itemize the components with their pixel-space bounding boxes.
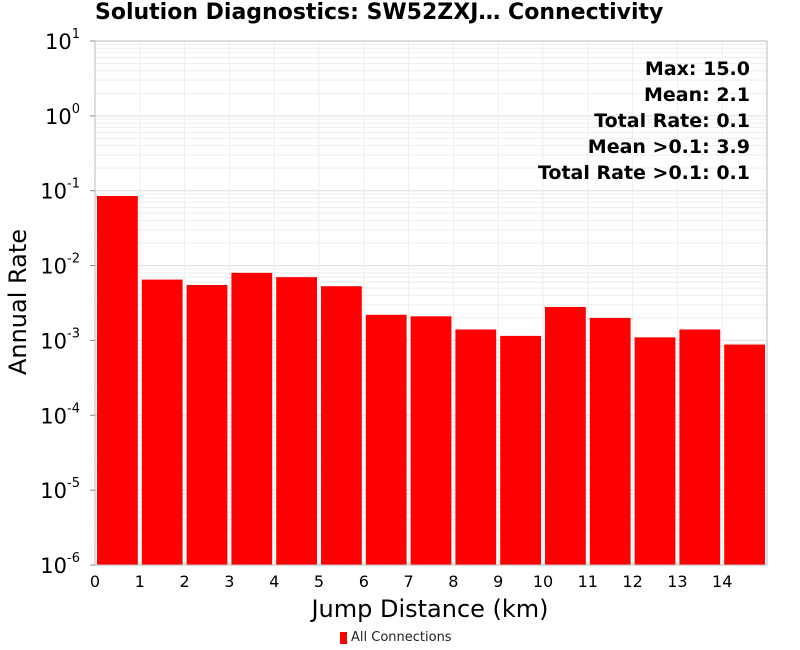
x-tick-label: 10 <box>533 572 553 591</box>
x-tick-label: 14 <box>712 572 732 591</box>
bar <box>276 277 317 565</box>
bar <box>679 329 721 565</box>
y-ticks: 101 100 10-1 10-2 10-3 10-4 10-5 10-6 <box>40 27 95 578</box>
stat-annotation: Total Rate: 0.1 <box>594 110 750 132</box>
bar <box>141 279 183 565</box>
x-tick-label: 9 <box>493 572 503 591</box>
bar <box>410 316 452 565</box>
x-tick-label: 5 <box>314 572 324 591</box>
bar <box>589 317 631 565</box>
x-tick-label: 3 <box>224 572 234 591</box>
x-tick-label: 6 <box>359 572 369 591</box>
legend: All Connections <box>340 630 452 645</box>
x-tick-label: 12 <box>622 572 642 591</box>
y-tick-label: 10-5 <box>40 476 80 503</box>
y-tick-label: 10-2 <box>40 252 80 279</box>
stat-annotation: Max: 15.0 <box>645 58 750 80</box>
x-tick-label: 13 <box>667 572 687 591</box>
bar <box>500 335 541 565</box>
bar <box>724 344 765 565</box>
bar <box>321 286 362 565</box>
bar <box>97 195 138 565</box>
y-tick-label: 10-1 <box>40 177 80 204</box>
y-tick-label: 10-3 <box>40 326 80 353</box>
bar <box>186 285 228 565</box>
bar <box>545 306 586 565</box>
x-tick-label: 4 <box>269 572 279 591</box>
stat-annotation: Mean: 2.1 <box>644 84 750 106</box>
bar <box>365 314 407 565</box>
x-tick-label: 1 <box>135 572 145 591</box>
annotations: Max: 15.0 Mean: 2.1 Total Rate: 0.1 Mean >0… <box>538 58 750 184</box>
plot-frame <box>94 40 768 566</box>
x-tick-label: 11 <box>578 572 598 591</box>
bars <box>97 195 765 565</box>
y-tick-label: 101 <box>45 27 80 54</box>
x-tick-label: 0 <box>90 572 100 591</box>
x-tick-label: 2 <box>180 572 190 591</box>
x-tick-label: 8 <box>448 572 458 591</box>
legend-swatch <box>340 631 347 644</box>
x-ticks: 0 1 2 3 4 5 6 7 8 9 10 11 12 13 14 <box>90 572 732 591</box>
y-tick-label: 100 <box>45 102 80 129</box>
y-tick-label: 10-4 <box>40 401 80 428</box>
y-axis-label: Annual Rate <box>4 229 32 375</box>
x-axis-label: Jump Distance (km) <box>309 595 548 623</box>
legend-label: All Connections <box>351 630 452 645</box>
stat-annotation: Mean >0.1: 3.9 <box>588 136 750 158</box>
y-tick-label: 10-6 <box>40 551 80 578</box>
stat-annotation: Total Rate >0.1: 0.1 <box>538 162 750 184</box>
bar <box>231 272 273 565</box>
chart-title: Solution Diagnostics: SW52ZXJ… Connectiv… <box>95 0 664 25</box>
bar <box>634 337 676 565</box>
x-tick-label: 7 <box>404 572 414 591</box>
bar <box>455 329 497 565</box>
